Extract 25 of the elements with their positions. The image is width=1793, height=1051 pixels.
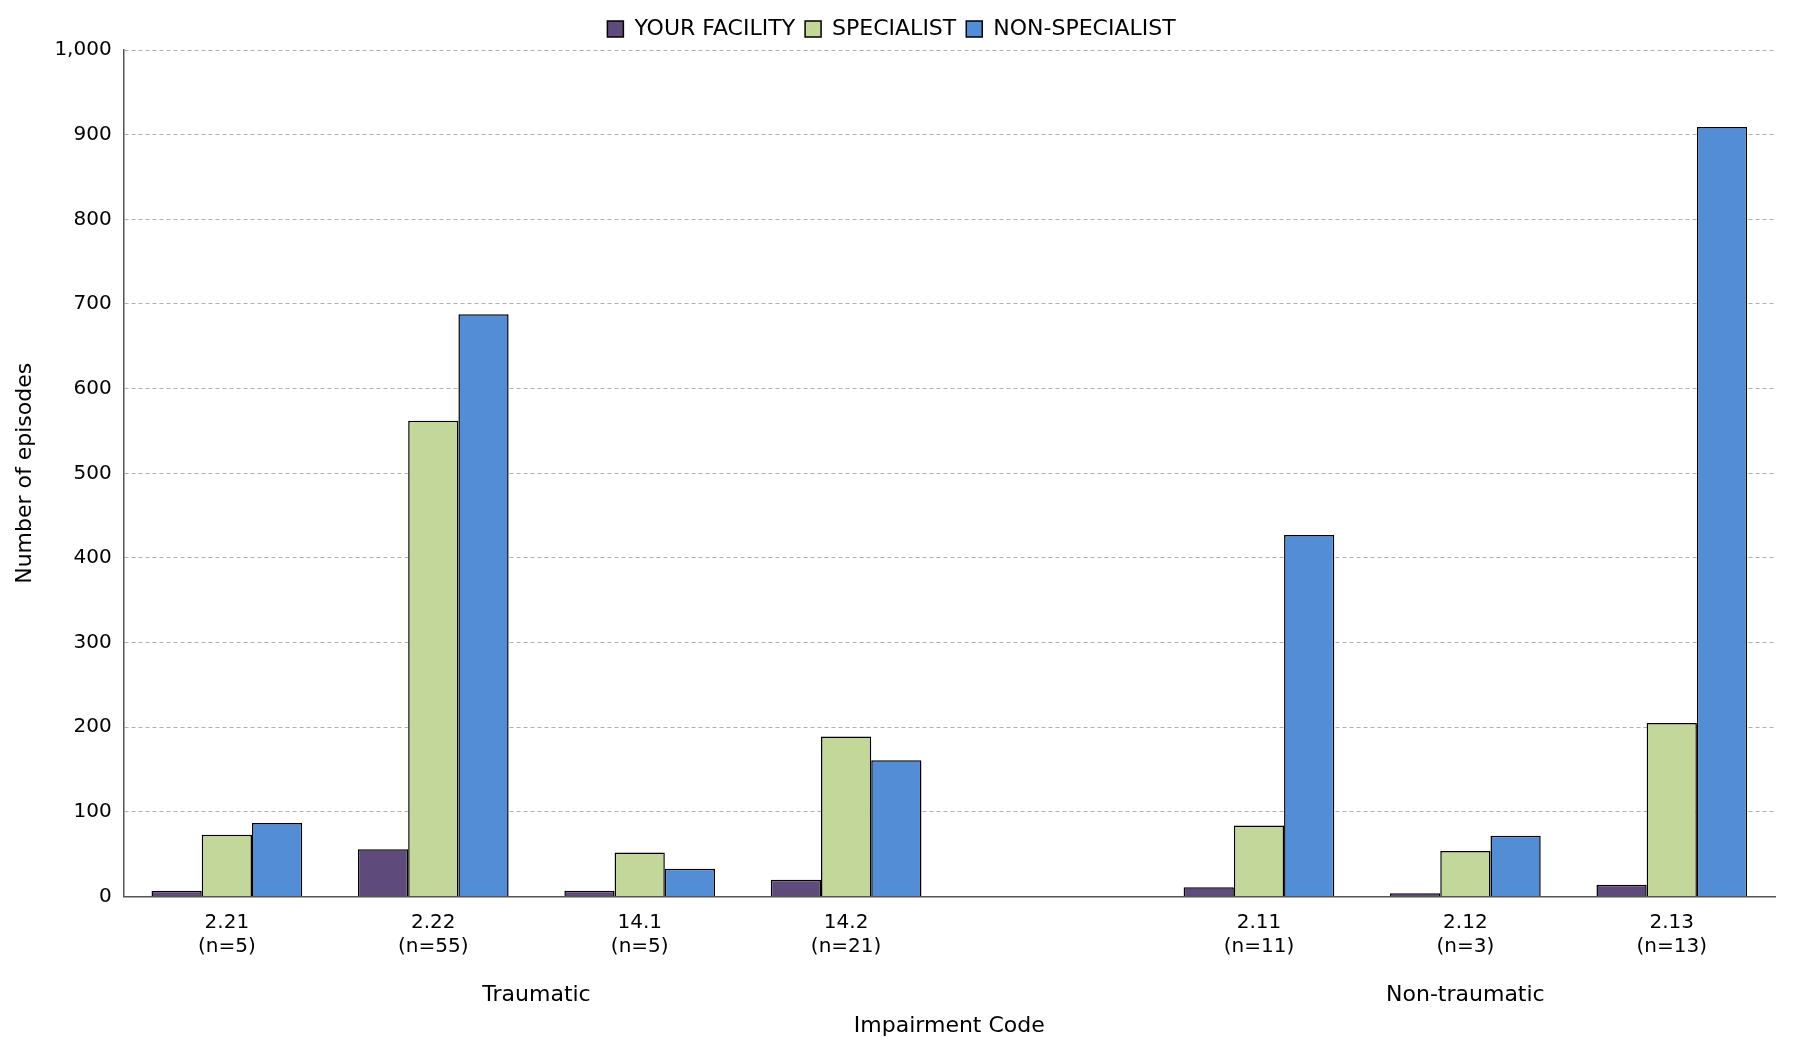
legend-label: YOUR FACILITY (633, 14, 796, 40)
legend-label: SPECIALIST (832, 14, 957, 40)
x-tick-label: 2.22 (n=55) (398, 908, 469, 957)
y-tick-label: 500 (73, 459, 112, 484)
y-tick-label: 1,000 (54, 36, 112, 61)
x-tick-label: 2.11 (n=11) (1223, 908, 1295, 957)
text: Traumatic (481, 981, 591, 1007)
x-tick-label: 2.13 (n=13) (1636, 908, 1708, 957)
y-axis-title: Number of episodes (10, 362, 36, 584)
y-tick-label: 200 (73, 713, 112, 738)
x-tick-label: 2.21 (n=5) (197, 908, 256, 957)
y-tick-label: 900 (73, 120, 112, 145)
y-tick-label: 400 (73, 544, 112, 569)
x-tick-label: 14.1 (n=5) (610, 908, 669, 957)
x-tick-label: 14.2 (n=21) (810, 908, 882, 957)
y-tick-label: 100 (73, 798, 112, 823)
y-tick-label: 0 (98, 882, 112, 907)
text: Non-traumatic (1386, 981, 1545, 1007)
legend-label: NON-SPECIALIST (993, 14, 1177, 40)
y-tick-label: 300 (73, 628, 112, 653)
x-axis-title: Impairment Code (853, 1011, 1045, 1037)
x-tick-label: 2.12 (n=3) (1436, 908, 1495, 957)
y-tick-label: 700 (73, 290, 112, 315)
y-tick-label: 800 (73, 205, 112, 230)
y-tick-label: 600 (73, 374, 112, 399)
